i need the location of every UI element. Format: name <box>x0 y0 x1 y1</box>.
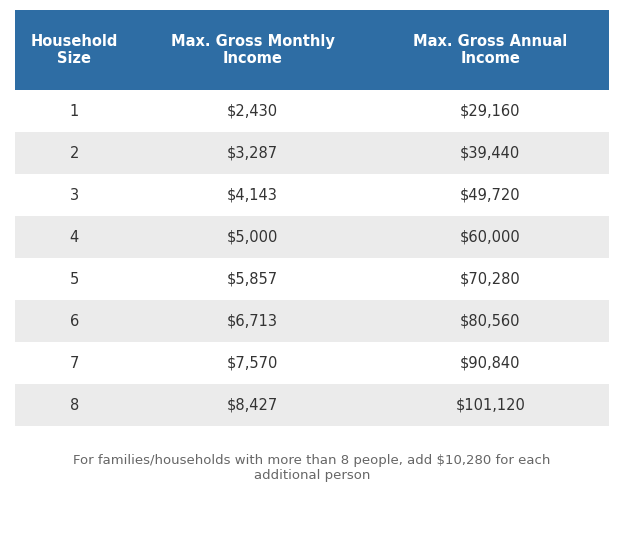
Bar <box>15 174 609 216</box>
Text: $5,000: $5,000 <box>227 230 278 244</box>
Bar <box>15 90 609 132</box>
Text: $2,430: $2,430 <box>227 104 278 118</box>
Text: 5: 5 <box>70 271 79 287</box>
Text: $4,143: $4,143 <box>227 187 278 203</box>
Text: 2: 2 <box>70 146 79 161</box>
Text: For families/households with more than 8 people, add $10,280 for each
additional: For families/households with more than 8… <box>73 454 551 482</box>
Text: $8,427: $8,427 <box>227 397 278 413</box>
Text: $39,440: $39,440 <box>460 146 520 161</box>
Text: $6,713: $6,713 <box>227 313 278 328</box>
Text: $101,120: $101,120 <box>456 397 525 413</box>
Bar <box>15 300 609 342</box>
Text: 4: 4 <box>70 230 79 244</box>
Text: $80,560: $80,560 <box>460 313 520 328</box>
Bar <box>15 216 609 258</box>
Text: 8: 8 <box>70 397 79 413</box>
Text: $29,160: $29,160 <box>460 104 520 118</box>
Text: Max. Gross Annual
Income: Max. Gross Annual Income <box>413 34 567 66</box>
Text: Household
Size: Household Size <box>31 34 118 66</box>
Text: 7: 7 <box>70 356 79 370</box>
Text: $90,840: $90,840 <box>460 356 520 370</box>
Text: $49,720: $49,720 <box>460 187 520 203</box>
Text: $5,857: $5,857 <box>227 271 278 287</box>
Bar <box>15 132 609 174</box>
Bar <box>15 258 609 300</box>
Text: 6: 6 <box>70 313 79 328</box>
Bar <box>15 384 609 426</box>
Text: $7,570: $7,570 <box>227 356 278 370</box>
Text: $70,280: $70,280 <box>460 271 520 287</box>
Text: $3,287: $3,287 <box>227 146 278 161</box>
Text: Max. Gross Monthly
Income: Max. Gross Monthly Income <box>170 34 334 66</box>
Text: $60,000: $60,000 <box>460 230 520 244</box>
Bar <box>15 10 609 90</box>
Text: 1: 1 <box>70 104 79 118</box>
Bar <box>15 342 609 384</box>
Text: 3: 3 <box>70 187 79 203</box>
